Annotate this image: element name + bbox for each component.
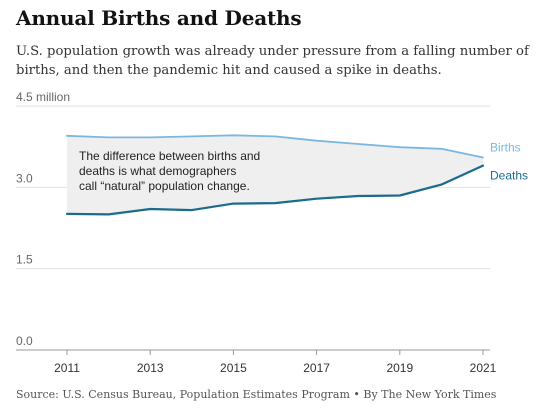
y-tick-label: 3.0 <box>16 171 33 185</box>
series-label-deaths: Deaths <box>490 169 528 183</box>
series-line-deaths <box>65 164 485 216</box>
x-tick-label: 2017 <box>303 361 330 375</box>
source-note: Source: U.S. Census Bureau, Population E… <box>16 388 497 401</box>
x-tick-label: 2021 <box>470 361 497 375</box>
x-tick-label: 2019 <box>386 361 413 375</box>
y-tick-label: 4.5 million <box>16 90 70 104</box>
series-label-births: Births <box>490 141 521 155</box>
series-line-births <box>66 134 484 159</box>
axes: 0.0 1.5 3.0 4.5 million 2011 2013 2015 2017 2019… <box>16 90 497 375</box>
annotation-text: The difference between births and deaths … <box>79 149 260 193</box>
difference-area-layer <box>67 135 483 215</box>
chart-subtitle: U.S. population growth was already under… <box>16 44 529 78</box>
difference-area <box>67 135 483 215</box>
x-tick-label: 2011 <box>54 361 80 375</box>
labels-layer: Births Deaths The difference between birth… <box>79 141 528 193</box>
x-tick-label: 2015 <box>220 361 247 375</box>
y-tick-label: 1.5 <box>16 253 33 267</box>
y-tick-label: 0.0 <box>16 334 33 348</box>
chart-title: Annual Births and Deaths <box>16 6 302 30</box>
series-layer <box>65 134 485 216</box>
x-tick-label: 2013 <box>137 361 164 375</box>
